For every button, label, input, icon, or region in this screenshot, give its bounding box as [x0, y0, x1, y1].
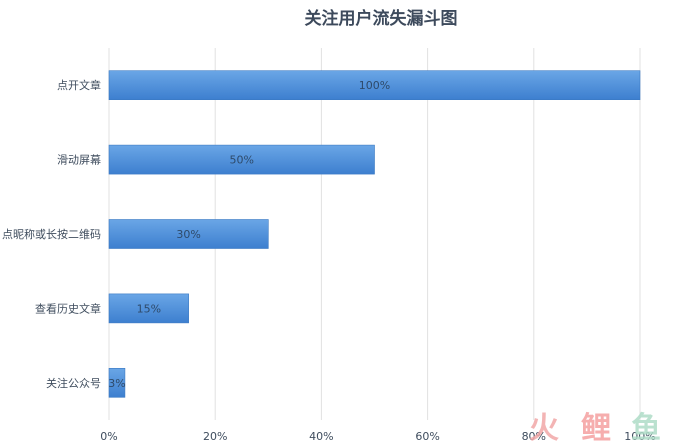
- x-tick-label: 60%: [415, 430, 439, 443]
- x-tick-label: 0%: [100, 430, 117, 443]
- category-label: 点昵称或长按二维码: [2, 227, 101, 241]
- data-label: 100%: [359, 79, 390, 92]
- x-tick-label: 40%: [309, 430, 333, 443]
- watermark-char: 鲤: [581, 411, 611, 446]
- data-label: 3%: [108, 377, 125, 390]
- watermark-char: 火: [529, 411, 559, 446]
- x-tick-label: 80%: [522, 430, 546, 443]
- labels: 0% 20% 40% 60% 80% 100% 点开文章 100% 滑动屏幕 50% 点昵称或长按二…: [2, 78, 656, 443]
- data-label: 15%: [137, 302, 161, 315]
- watermark-logo: 火鲤鱼: [529, 411, 661, 446]
- gridlines: [108, 48, 641, 420]
- category-label: 关注公众号: [46, 376, 101, 390]
- chart-title: 关注用户流失漏斗图: [305, 8, 458, 29]
- category-label: 滑动屏幕: [57, 153, 101, 167]
- x-tick-label: 100%: [624, 430, 655, 443]
- data-label: 30%: [176, 228, 200, 241]
- category-label: 查看历史文章: [35, 301, 101, 315]
- data-label: 50%: [230, 154, 254, 167]
- category-label: 点开文章: [57, 78, 101, 92]
- bar: [108, 144, 375, 175]
- x-tick-label: 20%: [203, 430, 227, 443]
- bar: [108, 367, 126, 398]
- watermark-char: 鱼: [631, 411, 661, 446]
- bar: [108, 70, 641, 100]
- bar: [108, 293, 189, 324]
- bars: [108, 70, 641, 398]
- bar: [108, 219, 269, 249]
